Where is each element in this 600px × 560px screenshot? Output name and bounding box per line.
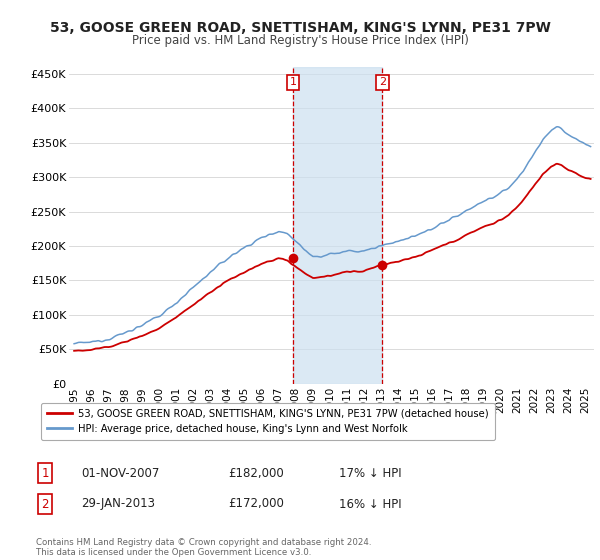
- Text: 1: 1: [41, 466, 49, 480]
- Text: 2: 2: [41, 497, 49, 511]
- Text: 16% ↓ HPI: 16% ↓ HPI: [339, 497, 401, 511]
- Text: 29-JAN-2013: 29-JAN-2013: [81, 497, 155, 511]
- Bar: [293, 67, 382, 384]
- Text: 2: 2: [379, 77, 386, 87]
- Legend: 53, GOOSE GREEN ROAD, SNETTISHAM, KING'S LYNN, PE31 7PW (detached house), HPI: A: 53, GOOSE GREEN ROAD, SNETTISHAM, KING'S…: [41, 403, 494, 440]
- Text: 1: 1: [289, 77, 296, 87]
- Text: Contains HM Land Registry data © Crown copyright and database right 2024.
This d: Contains HM Land Registry data © Crown c…: [36, 538, 371, 557]
- Text: 01-NOV-2007: 01-NOV-2007: [81, 466, 160, 480]
- Text: £172,000: £172,000: [228, 497, 284, 511]
- Text: Price paid vs. HM Land Registry's House Price Index (HPI): Price paid vs. HM Land Registry's House …: [131, 34, 469, 46]
- Text: 17% ↓ HPI: 17% ↓ HPI: [339, 466, 401, 480]
- Text: £182,000: £182,000: [228, 466, 284, 480]
- Text: 53, GOOSE GREEN ROAD, SNETTISHAM, KING'S LYNN, PE31 7PW: 53, GOOSE GREEN ROAD, SNETTISHAM, KING'S…: [50, 21, 550, 35]
